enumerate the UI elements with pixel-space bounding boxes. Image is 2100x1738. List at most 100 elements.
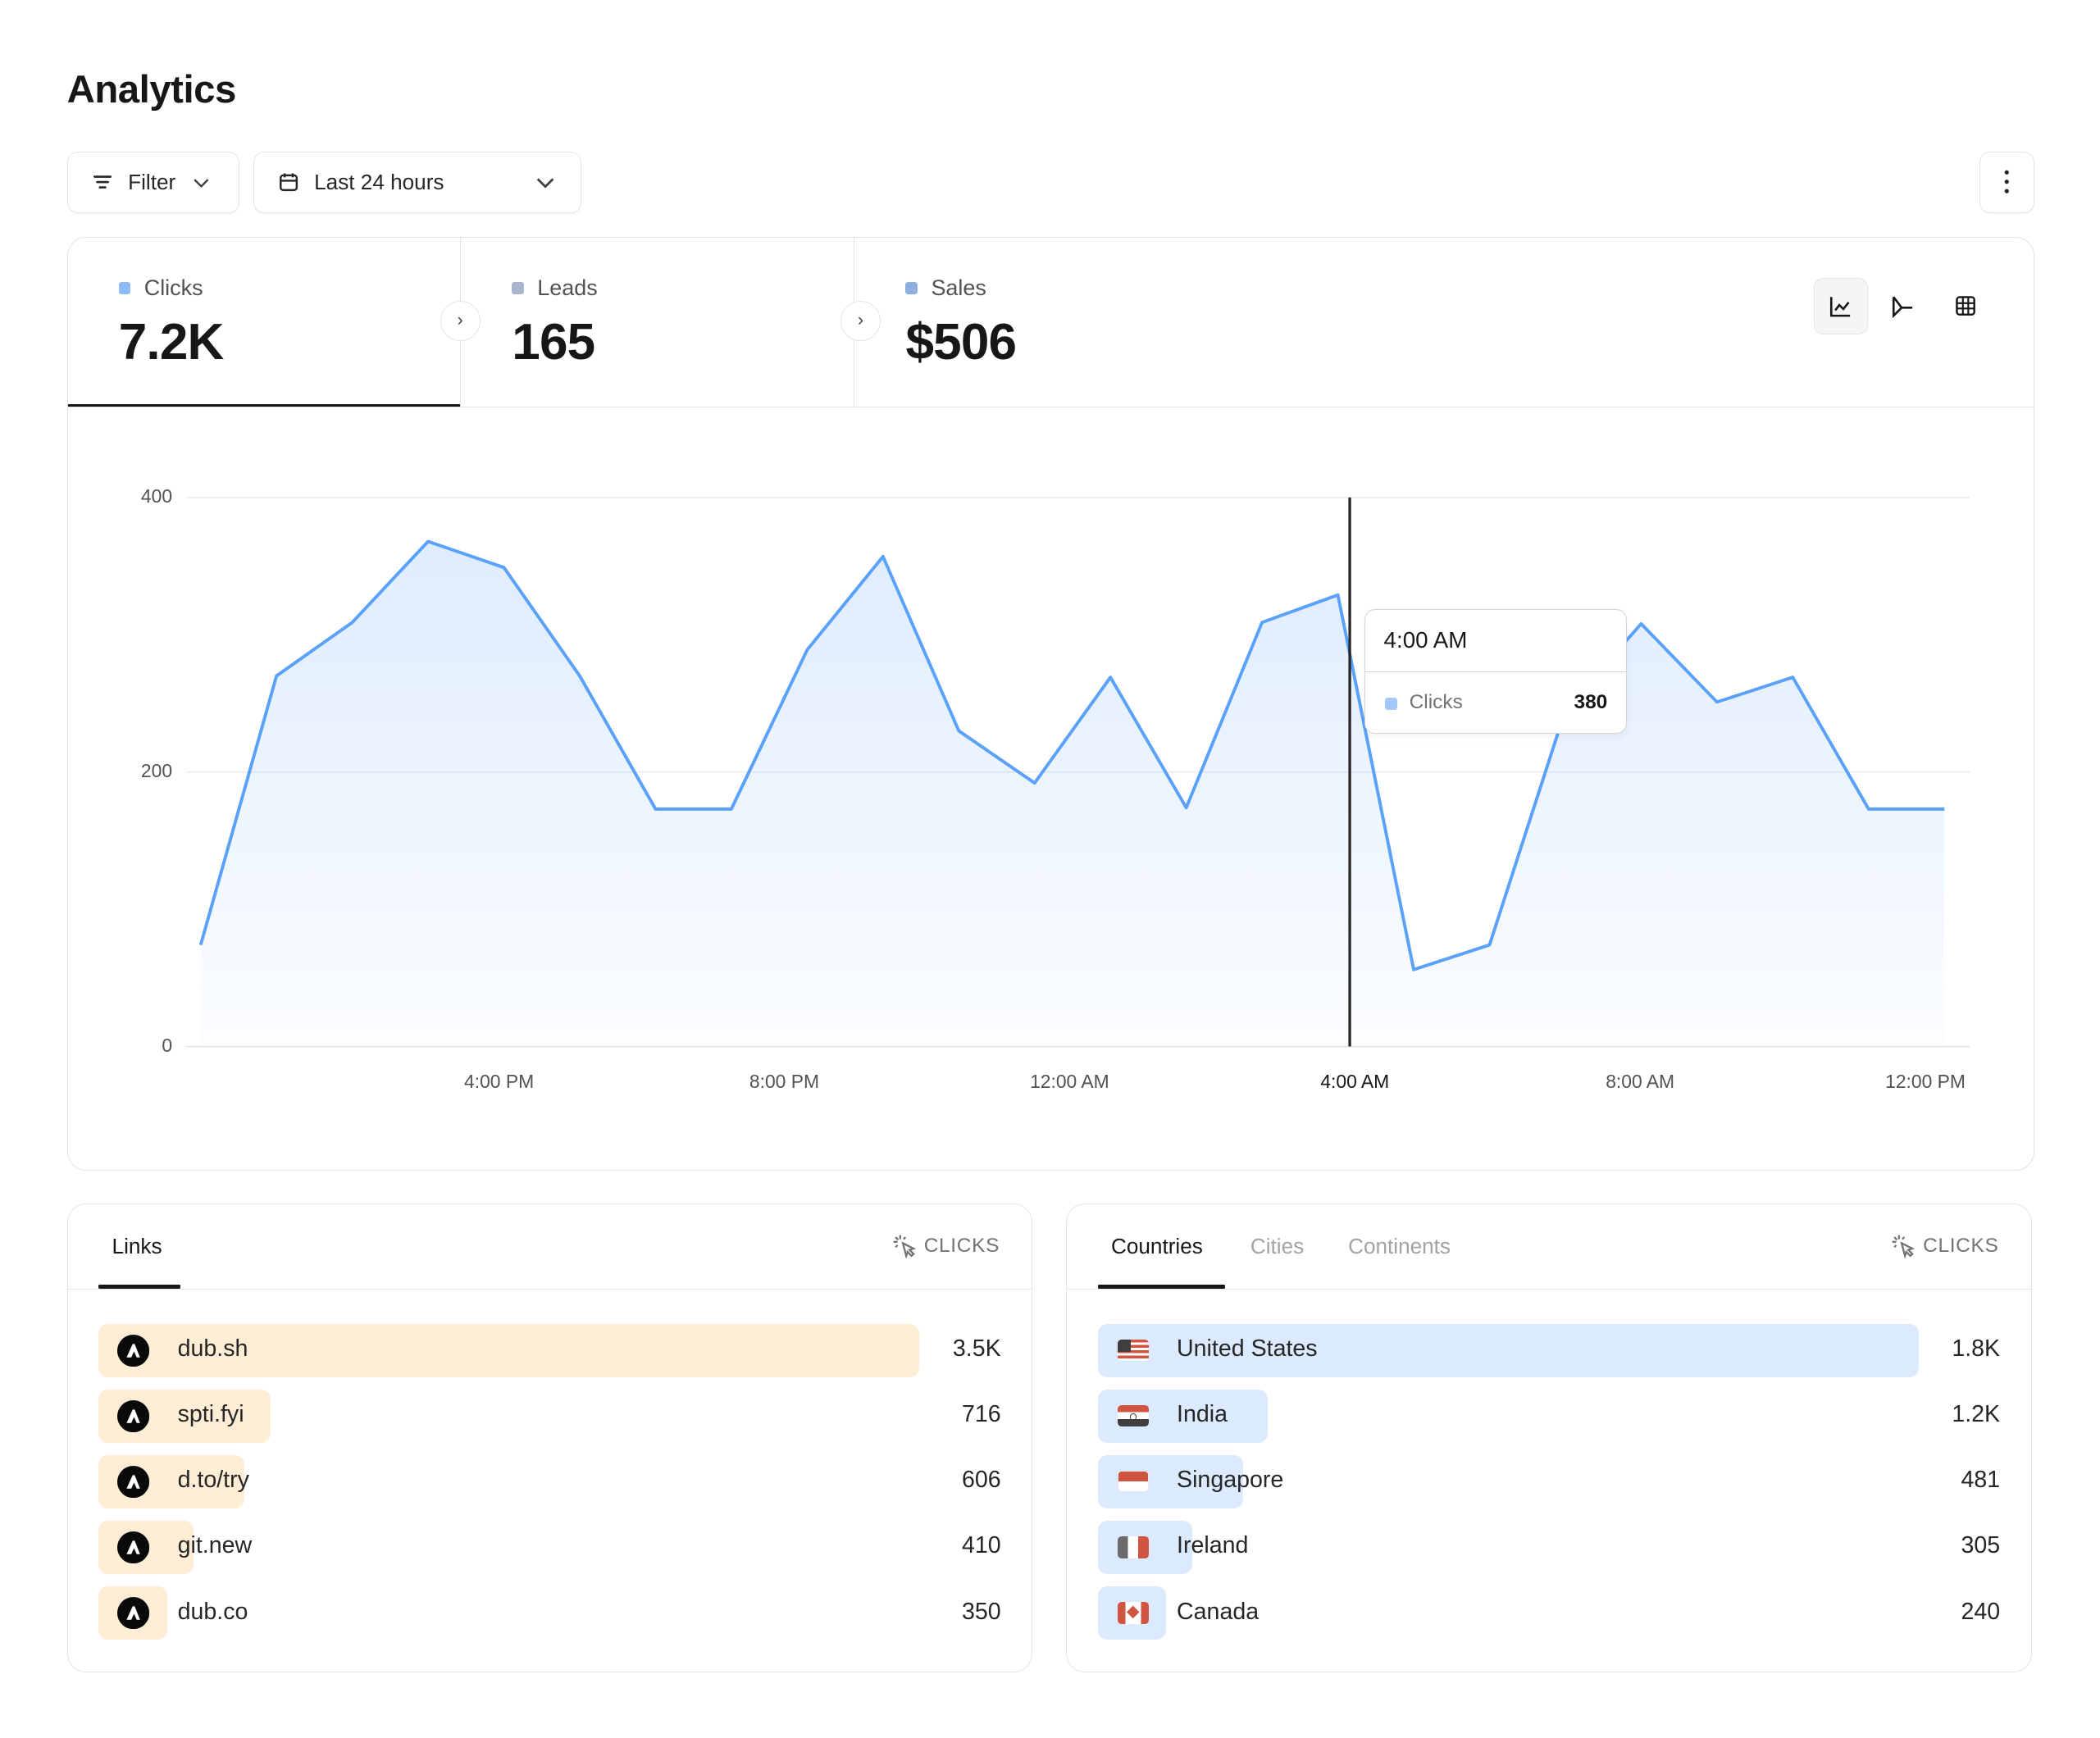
list-item[interactable]: dub.sh 3.5K xyxy=(98,1323,1001,1378)
link-favicon-icon xyxy=(117,1399,150,1432)
active-tab-indicator xyxy=(1097,1285,1225,1290)
metric-label: Sales xyxy=(931,275,986,300)
list-item[interactable]: Singapore 481 xyxy=(1097,1454,2001,1509)
tab-links[interactable]: Links xyxy=(112,1234,162,1259)
x-tick-label: 8:00 PM xyxy=(749,1071,820,1092)
metric-header: CLICKS xyxy=(892,1234,1000,1258)
item-count: 481 xyxy=(1961,1467,2001,1494)
metric-tab-sales[interactable]: Sales $506 xyxy=(854,238,2034,407)
item-name: Ireland xyxy=(1177,1532,1249,1559)
item-name: Singapore xyxy=(1177,1467,1284,1494)
x-tick-label: 12:00 PM xyxy=(1885,1071,1966,1092)
metric-label: Clicks xyxy=(143,275,203,300)
tooltip-time: 4:00 AM xyxy=(1383,626,1468,653)
active-tab-indicator xyxy=(98,1285,180,1290)
metric-label: CLICKS xyxy=(923,1234,1000,1257)
list-item[interactable]: git.new 410 xyxy=(98,1520,1001,1575)
list-item[interactable]: d.to/try 606 xyxy=(98,1454,1001,1509)
item-name: India xyxy=(1177,1401,1228,1428)
flag-us-icon xyxy=(1118,1340,1149,1362)
item-count: 350 xyxy=(962,1598,1001,1625)
funnel-view-button[interactable] xyxy=(1876,278,1929,334)
chevron-right-icon[interactable]: › xyxy=(840,300,881,341)
tab-continents[interactable]: Continents xyxy=(1348,1234,1451,1259)
list-item[interactable]: Canada 240 xyxy=(1097,1586,2001,1640)
y-tick-label: 200 xyxy=(140,760,173,782)
metric-value: 165 xyxy=(512,313,595,371)
item-count: 606 xyxy=(962,1467,1001,1494)
filter-button[interactable]: Filter xyxy=(66,151,240,213)
clicks-color-dot xyxy=(1385,698,1397,710)
item-count: 240 xyxy=(1961,1598,2001,1625)
item-name: United States xyxy=(1177,1335,1318,1363)
y-tick-label: 0 xyxy=(162,1034,173,1056)
link-favicon-icon xyxy=(117,1334,150,1367)
clicks-area xyxy=(200,541,1944,1047)
more-options-button[interactable] xyxy=(1979,151,2034,213)
y-tick-label: 400 xyxy=(140,485,173,507)
sales-color-dot xyxy=(905,281,918,294)
tooltip-value: 380 xyxy=(1574,691,1608,714)
clicks-color-dot xyxy=(118,281,131,294)
divider xyxy=(1067,1289,2031,1290)
x-tick-label: 4:00 PM xyxy=(464,1071,535,1092)
item-count: 716 xyxy=(962,1401,1001,1428)
filter-icon xyxy=(93,175,112,189)
chevron-right-icon[interactable]: › xyxy=(440,300,481,341)
item-name: dub.sh xyxy=(177,1335,248,1363)
flag-ca-icon xyxy=(1118,1602,1149,1624)
metric-tab-clicks[interactable]: Clicks 7.2K xyxy=(67,238,461,407)
metric-header: CLICKS xyxy=(1891,1234,1999,1258)
link-favicon-icon xyxy=(117,1596,150,1630)
links-panel: Links CLICKS dub.sh 3.5K spti.fyi 716 d.to/t… xyxy=(66,1203,1033,1672)
locations-panel: Countries Cities Continents CLICKS Unite… xyxy=(1066,1203,2032,1672)
metric-value: 7.2K xyxy=(118,313,225,371)
metric-tab-leads[interactable]: Leads 165 xyxy=(460,238,854,407)
list-item[interactable]: India 1.2K xyxy=(1097,1389,2001,1444)
item-count: 410 xyxy=(962,1532,1001,1559)
flag-in-icon xyxy=(1118,1405,1149,1427)
divider xyxy=(1364,671,1627,672)
item-name: git.new xyxy=(177,1532,253,1559)
tab-countries[interactable]: Countries xyxy=(1110,1234,1203,1259)
date-range-label: Last 24 hours xyxy=(314,169,444,194)
item-name: spti.fyi xyxy=(177,1401,244,1428)
item-name: Canada xyxy=(1177,1598,1260,1625)
filter-label: Filter xyxy=(128,169,176,194)
chevron-down-icon xyxy=(194,178,209,188)
item-count: 1.2K xyxy=(1952,1401,2001,1428)
cursor-click-icon xyxy=(1892,1235,1916,1258)
bar-fill xyxy=(98,1323,920,1378)
x-tick-label: 4:00 AM xyxy=(1320,1071,1390,1092)
cursor-click-icon xyxy=(893,1235,916,1258)
bar-fill xyxy=(1097,1323,1919,1378)
chevron-down-icon xyxy=(537,178,554,189)
line-chart-icon xyxy=(1830,296,1851,317)
x-tick-label: 12:00 AM xyxy=(1030,1071,1109,1092)
chart-card: Clicks 7.2K Leads 165 Sales $506 › › 0 20… xyxy=(66,237,2034,1171)
page-title: Analytics xyxy=(66,67,237,111)
clicks-line xyxy=(198,539,1944,971)
tab-cities[interactable]: Cities xyxy=(1250,1234,1305,1259)
item-count: 305 xyxy=(1961,1532,2001,1559)
item-name: d.to/try xyxy=(177,1467,249,1494)
list-item[interactable]: dub.co 350 xyxy=(98,1586,1001,1640)
clicks-area-chart[interactable] xyxy=(68,238,2034,1170)
leads-color-dot xyxy=(512,281,524,294)
funnel-icon xyxy=(1892,296,1912,318)
line-chart-view-button[interactable] xyxy=(1814,278,1868,334)
list-item[interactable]: spti.fyi 716 xyxy=(98,1389,1001,1444)
more-vertical-icon xyxy=(2004,171,2010,194)
divider xyxy=(67,1289,1032,1290)
item-name: dub.co xyxy=(177,1598,248,1625)
list-item[interactable]: United States 1.8K xyxy=(1097,1323,2001,1378)
flag-ie-icon xyxy=(1118,1536,1149,1558)
date-range-select[interactable]: Last 24 hours xyxy=(253,151,581,213)
item-count: 3.5K xyxy=(952,1335,1001,1363)
list-item[interactable]: Ireland 305 xyxy=(1097,1520,2001,1575)
item-count: 1.8K xyxy=(1952,1335,2001,1363)
calendar-icon xyxy=(280,173,298,192)
link-favicon-icon xyxy=(117,1465,150,1498)
flag-sg-icon xyxy=(1118,1471,1149,1493)
table-view-button[interactable] xyxy=(1938,278,1992,334)
